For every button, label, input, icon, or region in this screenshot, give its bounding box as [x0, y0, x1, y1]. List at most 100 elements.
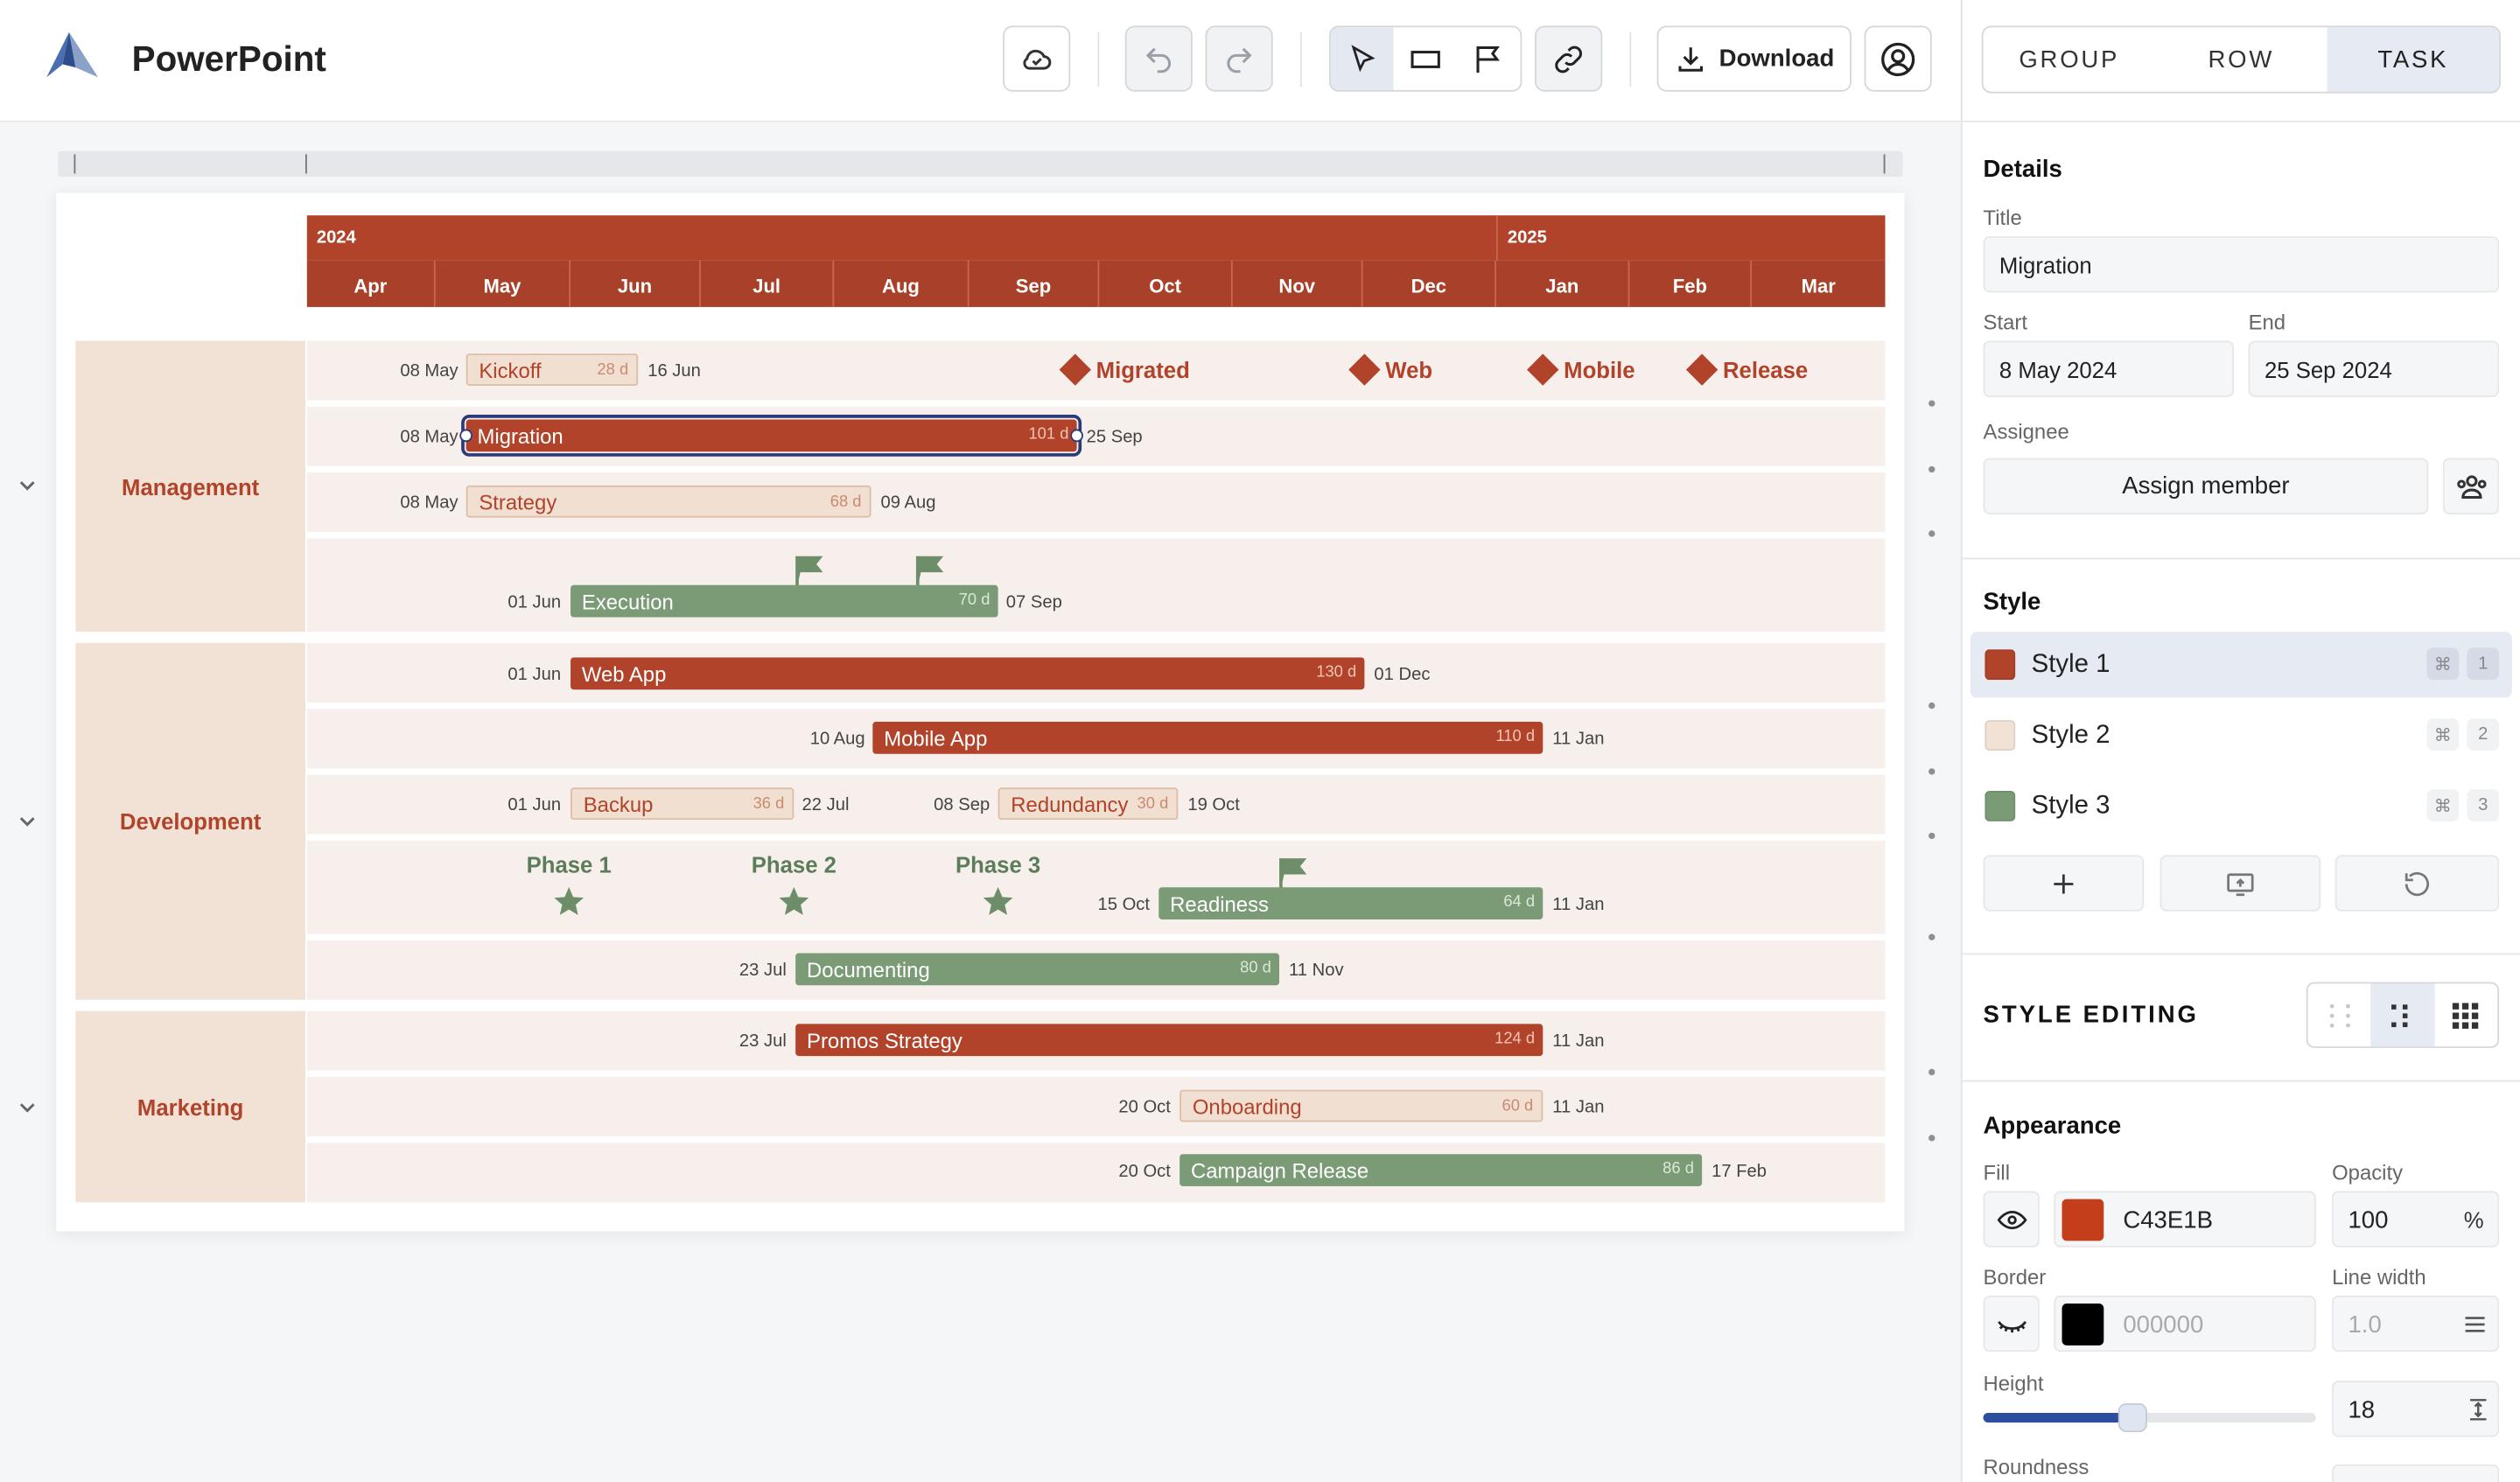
task-bar-redundancy[interactable]: Redundancy 30 d [998, 787, 1179, 821]
undo-button[interactable] [1124, 25, 1193, 92]
fill-color-swatch[interactable] [2062, 1199, 2104, 1241]
opacity-field[interactable]: 100 % [2332, 1191, 2500, 1248]
line-width-label: Line width [2332, 1264, 2426, 1290]
resize-handle-left[interactable] [459, 429, 473, 443]
chevron-down-icon[interactable] [18, 1096, 37, 1125]
milestone-migrated[interactable]: Migrated [1059, 353, 1190, 386]
fill-color-field[interactable]: C43E1B [2054, 1191, 2316, 1248]
group-management[interactable]: Management [75, 340, 305, 633]
group-development[interactable]: Development [75, 642, 305, 1000]
row[interactable] [306, 1076, 1886, 1136]
apply-style-button[interactable] [2160, 855, 2321, 912]
task-bar-mobile-app[interactable]: Mobile App 110 d [872, 721, 1544, 754]
milestone-web[interactable]: Web [1348, 353, 1433, 386]
link-tool-button[interactable] [1535, 25, 1603, 92]
reset-style-button[interactable] [2334, 855, 2500, 912]
fill-hex-value: C43E1B [2123, 1206, 2213, 1235]
style-item-3[interactable]: Style 3 ⌘ 3 [1970, 773, 2512, 839]
resize-handle-right[interactable] [1070, 429, 1083, 443]
task-name: Backup [583, 791, 654, 816]
row[interactable] [306, 840, 1886, 934]
cloud-check-icon [1023, 48, 1052, 69]
row-drag-handle[interactable] [1928, 1135, 1936, 1142]
task-bar-kickoff[interactable]: Kickoff 28 d [466, 353, 639, 386]
row-drag-handle[interactable] [1928, 832, 1936, 840]
row-drag-handle[interactable] [1928, 768, 1936, 775]
phase-milestone-2[interactable]: Phase 2 [738, 852, 850, 925]
flag-tool-button[interactable] [1457, 27, 1520, 90]
account-button[interactable] [1864, 25, 1932, 92]
task-duration: 30 d [1137, 795, 1169, 814]
task-bar-promos-strategy[interactable]: Promos Strategy 124 d [795, 1024, 1544, 1057]
cursor-icon [1350, 44, 1375, 72]
task-bar-campaign-release[interactable]: Campaign Release 86 d [1180, 1154, 1703, 1186]
height-field[interactable]: 18 [2332, 1381, 2500, 1437]
task-bar-migration[interactable]: Migration 101 d [461, 415, 1082, 457]
add-style-button[interactable] [1983, 855, 2145, 912]
task-bar-strategy[interactable]: Strategy 68 d [466, 485, 872, 518]
start-date-field[interactable]: 8 May 2024 [1983, 340, 2235, 397]
density-high-button[interactable] [2434, 983, 2497, 1046]
task-bar-readiness[interactable]: Readiness 64 d [1158, 887, 1544, 919]
milestone-mobile[interactable]: Mobile [1527, 353, 1635, 386]
divider [1962, 1080, 2520, 1082]
task-bar-documenting[interactable]: Documenting 80 d [795, 953, 1280, 986]
group-marketing[interactable]: Marketing [75, 1010, 305, 1203]
flag-icon[interactable] [794, 555, 826, 587]
download-button[interactable]: Download [1656, 25, 1852, 92]
opacity-value: 100 [2348, 1206, 2389, 1235]
milestone-label: Web [1385, 356, 1433, 383]
tab-task[interactable]: TASK [2327, 27, 2500, 92]
shortcut-key: 2 [2467, 718, 2500, 751]
row-drag-handle[interactable] [1928, 530, 1936, 537]
milestone-release[interactable]: Release [1685, 353, 1808, 386]
redo-button[interactable] [1205, 25, 1273, 92]
eye-closed-icon [1997, 1320, 2026, 1332]
details-heading: Details [1983, 156, 2062, 184]
task-duration: 60 d [1502, 1097, 1534, 1116]
row-drag-handle[interactable] [1928, 1068, 1936, 1076]
row-drag-handle[interactable] [1928, 465, 1936, 473]
task-bar-onboarding[interactable]: Onboarding 60 d [1180, 1089, 1544, 1122]
row-drag-handle[interactable] [1928, 400, 1936, 407]
task-bar-web-app[interactable]: Web App 130 d [570, 657, 1365, 690]
border-color-field[interactable]: 000000 [2054, 1295, 2316, 1353]
team-button[interactable] [2442, 458, 2500, 514]
task-bar-backup[interactable]: Backup 36 d [570, 787, 794, 821]
phase-milestone-1[interactable]: Phase 1 [513, 852, 626, 925]
cloud-save-button[interactable] [1003, 25, 1071, 92]
fill-visibility-toggle[interactable] [1983, 1191, 2040, 1248]
style-item-1[interactable]: Style 1 ⌘ 1 [1970, 632, 2512, 698]
phase-milestone-3[interactable]: Phase 3 [942, 852, 1054, 925]
end-date-field[interactable]: 25 Sep 2024 [2248, 340, 2500, 397]
row-drag-handle[interactable] [1928, 933, 1936, 940]
line-width-field[interactable]: 1.0 [2332, 1295, 2500, 1353]
flag-icon[interactable] [1278, 856, 1310, 890]
task-bar-execution[interactable]: Execution 70 d [570, 584, 998, 618]
appearance-heading: Appearance [1983, 1112, 2122, 1140]
assign-member-button[interactable]: Assign member [1983, 458, 2429, 514]
height-slider-thumb[interactable] [2118, 1402, 2148, 1433]
row-drag-handle[interactable] [1928, 702, 1936, 710]
user-icon [1881, 41, 1915, 76]
tab-row[interactable]: ROW [2208, 45, 2275, 73]
title-field[interactable]: Migration [1983, 236, 2500, 293]
rectangle-tool-button[interactable] [1394, 27, 1457, 90]
border-color-swatch[interactable] [2062, 1304, 2104, 1346]
border-visibility-toggle[interactable] [1983, 1295, 2040, 1353]
density-low-button[interactable] [2308, 983, 2371, 1046]
roundness-field[interactable] [2332, 1464, 2500, 1482]
year-label: 2025 [1496, 215, 1886, 261]
density-mid-button[interactable] [2370, 983, 2435, 1047]
chevron-down-icon[interactable] [18, 810, 37, 839]
style-item-2[interactable]: Style 2 ⌘ 2 [1970, 703, 2512, 768]
tab-group[interactable]: GROUP [2019, 45, 2120, 73]
horizontal-ruler[interactable] [58, 150, 1903, 178]
height-slider[interactable] [1983, 1402, 2316, 1433]
select-tool-button[interactable] [1330, 27, 1395, 90]
chevron-down-icon[interactable] [18, 474, 37, 503]
task-duration: 80 d [1240, 959, 1271, 978]
task-end-date: 11 Jan [1552, 1031, 1605, 1052]
row[interactable] [306, 538, 1886, 633]
flag-icon[interactable] [914, 555, 947, 587]
